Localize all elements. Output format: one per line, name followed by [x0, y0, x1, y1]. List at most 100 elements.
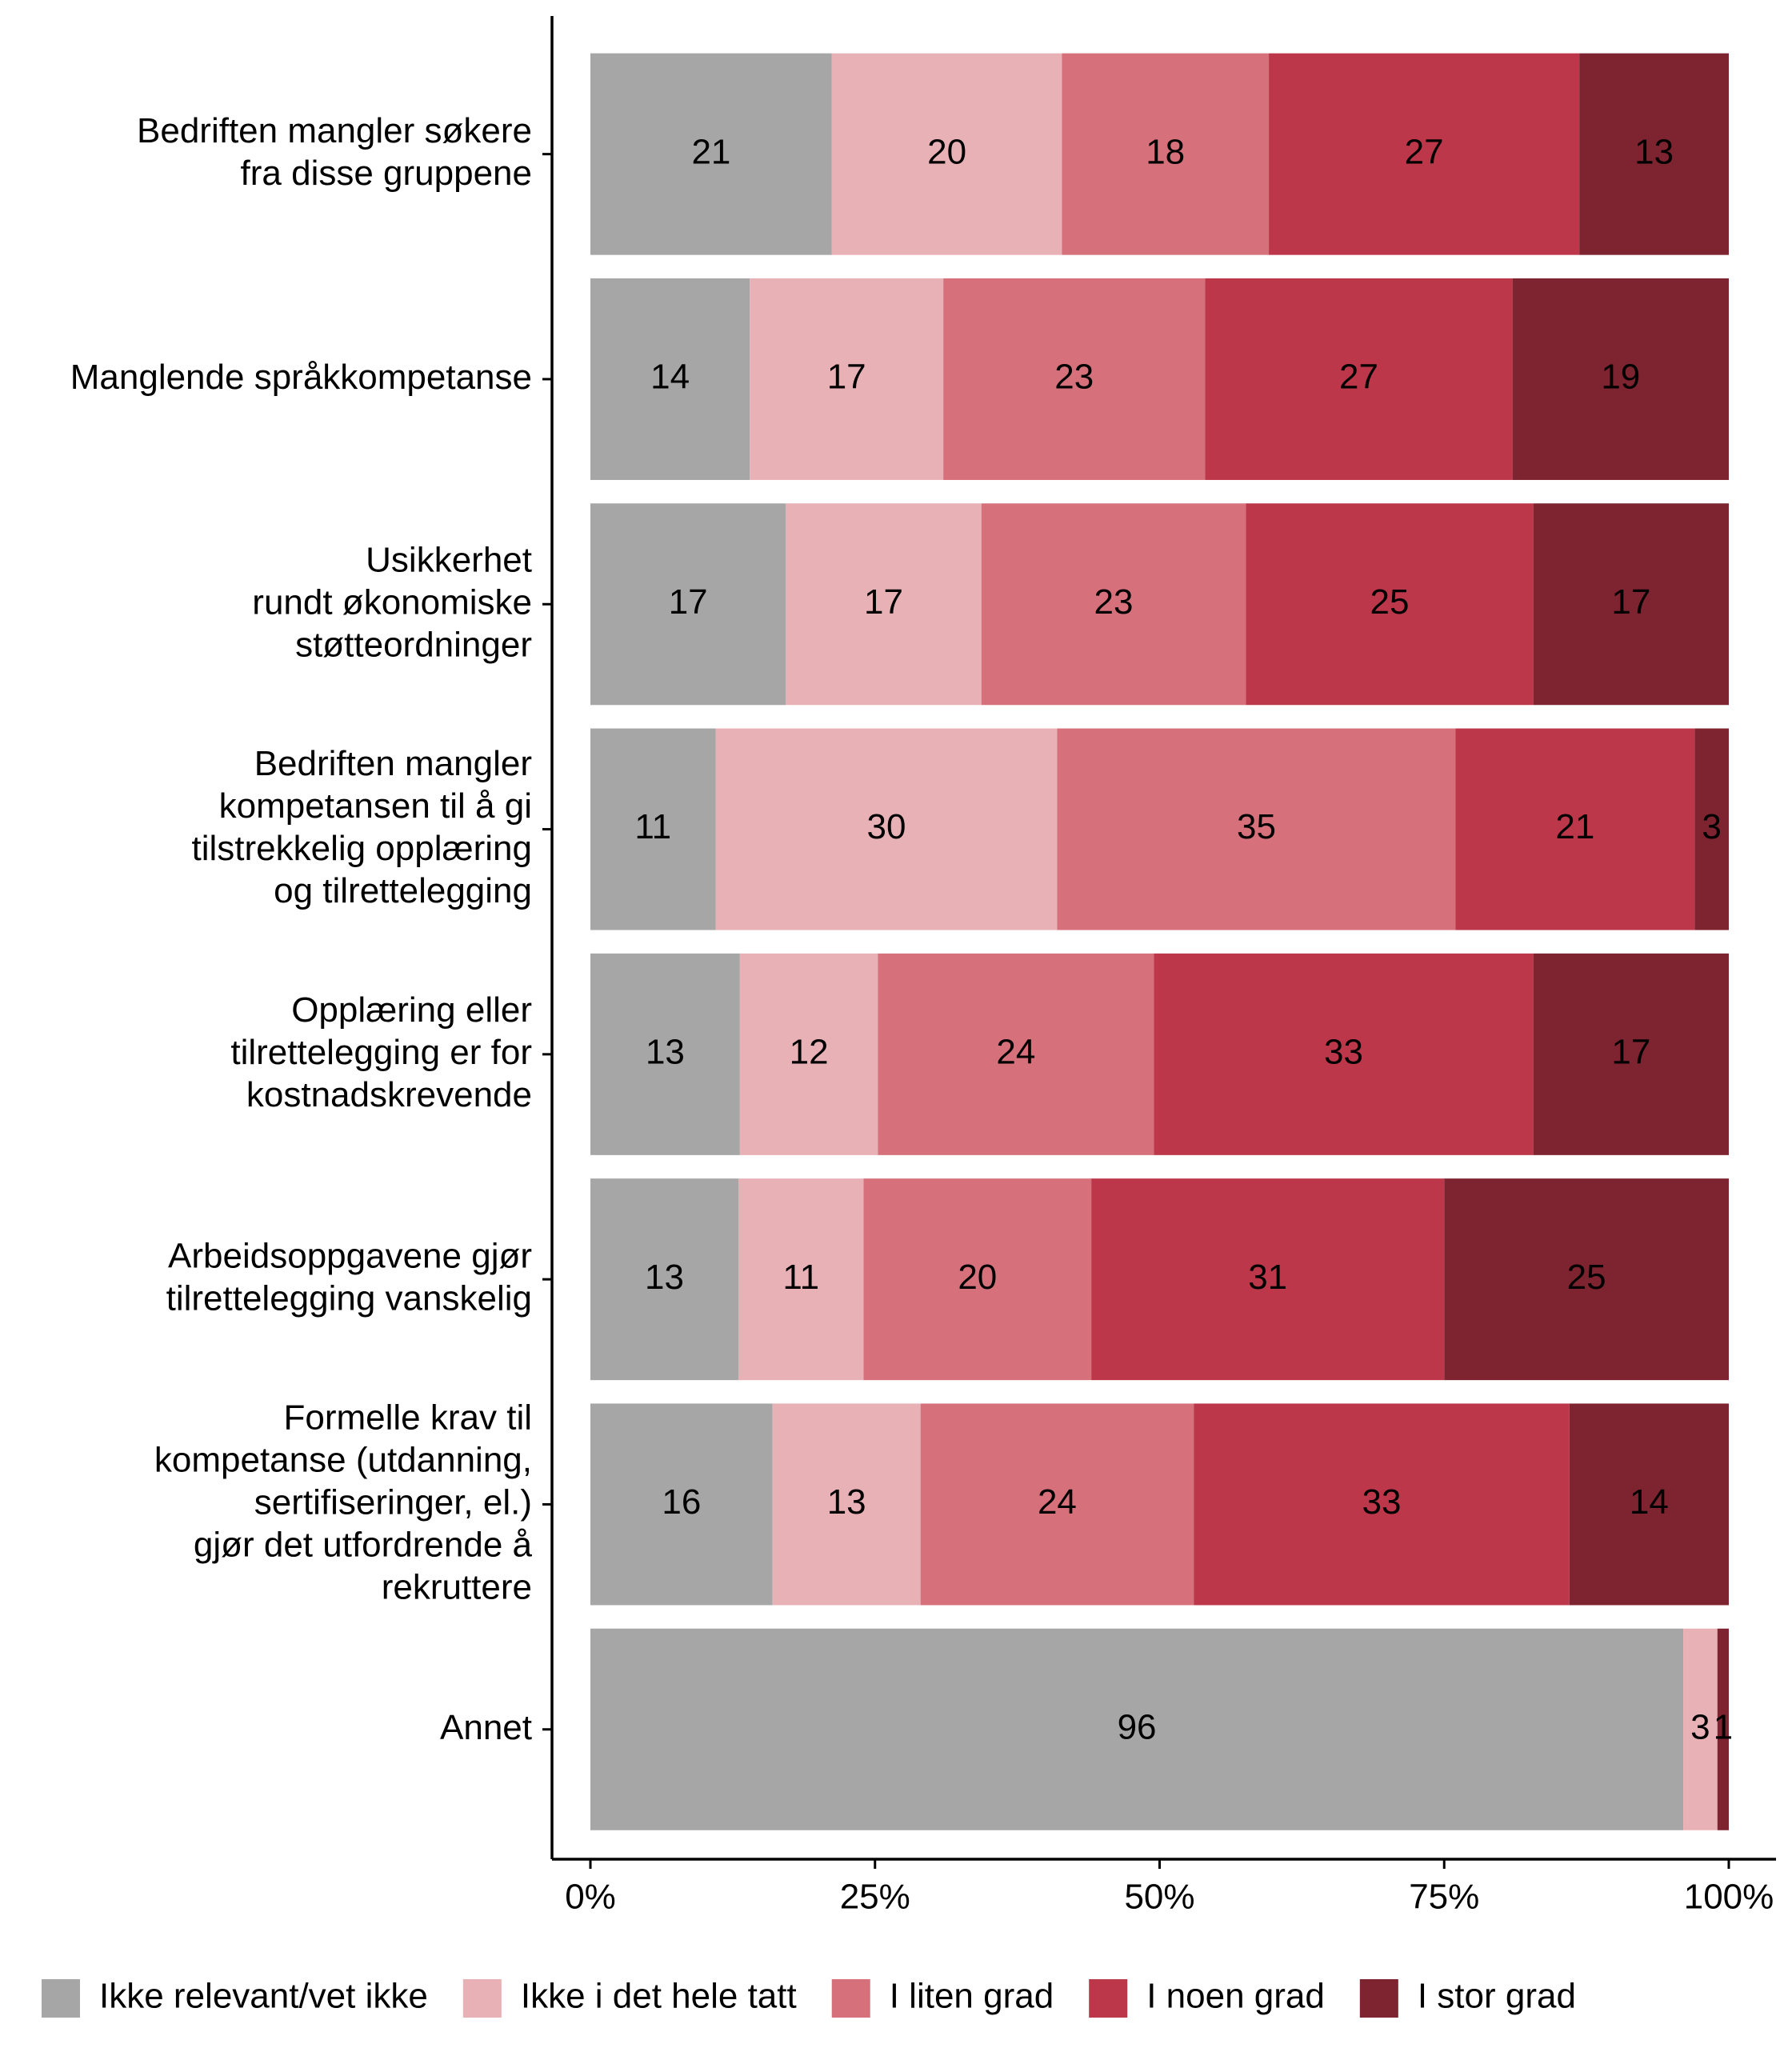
bar-segment: [1057, 728, 1456, 930]
data-label: 13: [646, 1032, 685, 1071]
bar-segment: [1444, 1178, 1729, 1381]
x-tick-label: 75%: [1409, 1878, 1479, 1917]
bar-segment: [772, 1403, 921, 1606]
data-label: 13: [827, 1482, 866, 1522]
data-label: 21: [1555, 807, 1594, 846]
data-label: 20: [927, 132, 966, 171]
legend-label: Ikke i det hele tatt: [521, 1977, 797, 2016]
bar-segment: [1683, 1628, 1718, 1830]
data-label: 20: [958, 1258, 997, 1297]
x-tick-label: 25%: [840, 1878, 910, 1917]
y-tick-label: Formelle krav til kompetanse (utdanning, s…: [154, 1398, 533, 1606]
y-tick-label: Opplæring eller tilrettelegging er for kos…: [230, 990, 532, 1114]
data-label: 35: [1237, 807, 1276, 846]
data-label: 3: [1702, 807, 1721, 846]
bar-segment: [1569, 1403, 1729, 1606]
data-label: 33: [1324, 1032, 1363, 1071]
data-label: 17: [1611, 582, 1650, 622]
data-label: 11: [634, 807, 671, 846]
data-label: 23: [1094, 582, 1134, 622]
y-tick-label: Bedriften mangler kompetansen til å gi til…: [191, 744, 532, 910]
legend-swatch: [831, 1979, 870, 2018]
legend-swatch: [1089, 1979, 1128, 2018]
bar-segment: [981, 503, 1246, 706]
bar-segment: [1512, 278, 1729, 480]
bar-segment: [1091, 1178, 1445, 1381]
data-label: 17: [669, 582, 708, 622]
bar-segment: [1154, 953, 1534, 1155]
bar-segment: [590, 953, 740, 1155]
bar-segment: [1246, 503, 1534, 706]
bar-segment: [738, 1178, 864, 1381]
legend-swatch: [462, 1979, 502, 2018]
legend-swatch: [1359, 1979, 1398, 2018]
x-tick-label: 50%: [1124, 1878, 1194, 1917]
data-label: 14: [650, 358, 690, 397]
data-label: 17: [827, 358, 866, 397]
bar-segment: [1579, 53, 1729, 255]
data-label: 18: [1146, 132, 1185, 171]
bar-segment: [1194, 1403, 1570, 1606]
bar-segment: [590, 503, 786, 706]
bar-segment: [878, 953, 1154, 1155]
data-label: 16: [662, 1482, 701, 1522]
y-tick-label: Usikkerhet rundt økonomiske støtteordninge…: [252, 540, 532, 664]
y-tick-label: Bedriften mangler søkere fra disse gruppe…: [137, 111, 532, 193]
bar-segment: [590, 1403, 773, 1606]
data-label: 24: [996, 1032, 1035, 1071]
data-label: 27: [1339, 358, 1378, 397]
x-tick-label: 0%: [565, 1878, 616, 1917]
data-label: 1: [1714, 1707, 1733, 1746]
legend-label: I noen grad: [1146, 1977, 1325, 2016]
data-label: 11: [782, 1258, 819, 1297]
bar-segment: [739, 953, 878, 1155]
bar-segment: [920, 1403, 1194, 1606]
legend-label: I liten grad: [890, 1977, 1054, 2016]
data-label: 14: [1630, 1482, 1669, 1522]
bar-segment: [863, 1178, 1092, 1381]
bar-segment: [1269, 53, 1580, 255]
bar-segment: [750, 278, 944, 480]
bar-segment: [831, 53, 1062, 255]
bar-segment: [590, 1628, 1684, 1830]
bar-segment: [590, 53, 832, 255]
bar-segment: [786, 503, 982, 706]
data-label: 96: [1118, 1707, 1157, 1746]
data-label: 24: [1038, 1482, 1077, 1522]
data-label: 25: [1370, 582, 1409, 622]
bar-segment: [590, 278, 750, 480]
bar-segment: [943, 278, 1206, 480]
x-tick-label: 100%: [1684, 1878, 1774, 1917]
bar-segment: [1205, 278, 1513, 480]
data-label: 12: [790, 1032, 829, 1071]
data-label: 31: [1248, 1258, 1287, 1297]
bar-segment: [1717, 1628, 1729, 1830]
data-label: 30: [867, 807, 906, 846]
bar-segment: [1533, 503, 1729, 706]
legend-label: I stor grad: [1418, 1977, 1576, 2016]
bar-segment: [1062, 53, 1270, 255]
bar-segment: [590, 1178, 738, 1381]
data-label: 17: [1611, 1032, 1650, 1071]
legend-label: Ikke relevant/vet ikke: [99, 1977, 428, 2016]
bar-segment: [1533, 953, 1729, 1155]
data-label: 25: [1567, 1258, 1606, 1297]
data-label: 17: [864, 582, 903, 622]
y-tick-label: Manglende språkkompetanse: [70, 358, 532, 397]
bar-segment: [1694, 728, 1729, 930]
bar-segment: [715, 728, 1058, 930]
data-label: 23: [1054, 358, 1094, 397]
data-label: 27: [1405, 132, 1444, 171]
data-label: 21: [691, 132, 730, 171]
legend-swatch: [42, 1979, 80, 2018]
bar-segment: [590, 728, 716, 930]
data-label: 33: [1362, 1482, 1402, 1522]
bar-segment: [1455, 728, 1695, 930]
data-label: 13: [1634, 132, 1674, 171]
y-tick-label: Arbeidsoppgavene gjør tilrettelegging van…: [166, 1236, 532, 1318]
data-label: 19: [1601, 358, 1640, 397]
y-tick-label: Annet: [440, 1707, 532, 1746]
data-label: 13: [645, 1258, 684, 1297]
